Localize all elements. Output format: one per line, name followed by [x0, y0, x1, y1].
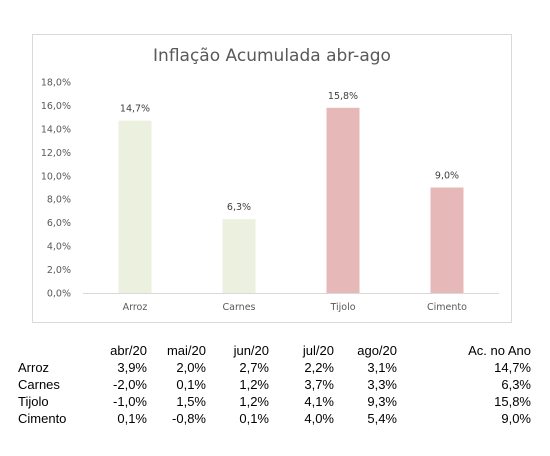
y-tick-label: 14,0% [41, 124, 71, 135]
table-cell: 2,2% [304, 360, 334, 375]
table-cell: 0,1% [239, 411, 269, 426]
table-cell: 1,2% [239, 377, 269, 392]
y-tick-label: 6,0% [47, 218, 71, 229]
table-column-header: mai/20 [166, 343, 206, 358]
chart-area: Inflação Acumulada abr-ago 0,0% 2,0% 4,0% 6… [32, 34, 512, 323]
table-cell: -1,0% [113, 394, 147, 409]
table-cell: 5,4% [367, 411, 397, 426]
data-label: 6,3% [227, 202, 251, 213]
bar-cimento [430, 187, 464, 293]
y-tick-label: 18,0% [41, 78, 71, 89]
table-cell: 1,2% [239, 394, 269, 409]
y-tick-label: 4,0% [47, 242, 71, 253]
table-row-label: Tijolo [18, 394, 49, 409]
table-cell: 0,1% [176, 377, 206, 392]
data-table: abr/20 mai/20 jun/20 jul/20 ago/20 Ac. no Ano… [0, 340, 550, 440]
y-tick-label: 2,0% [47, 265, 71, 276]
bar-carnes [222, 219, 256, 293]
y-tick-label: 10,0% [41, 171, 71, 182]
y-tick-label: 16,0% [41, 101, 71, 112]
table-cell: 14,7% [494, 360, 531, 375]
x-tick-label: Carnes [222, 302, 255, 313]
table-cell: 4,0% [304, 411, 334, 426]
table-column-header: abr/20 [110, 343, 147, 358]
table-cell: 3,1% [367, 360, 397, 375]
data-label: 9,0% [435, 171, 459, 182]
table-cell: 15,8% [494, 394, 531, 409]
table-cell: 3,7% [304, 377, 334, 392]
bar-tijolo [326, 107, 360, 294]
table-cell: -2,0% [113, 377, 147, 392]
table-cell: 2,7% [239, 360, 269, 375]
x-tick-label: Arroz [123, 302, 148, 313]
y-tick-label: 8,0% [47, 195, 71, 206]
table-cell: 1,5% [176, 394, 206, 409]
table-column-header: Ac. no Ano [468, 343, 531, 358]
x-tick-label: Cimento [427, 302, 467, 313]
table-cell: -0,8% [172, 411, 206, 426]
table-column-header: jun/20 [233, 343, 269, 358]
table-cell: 2,0% [176, 360, 206, 375]
bar-arroz [118, 120, 152, 293]
y-tick-label: 12,0% [41, 148, 71, 159]
table-column-header: jul/20 [302, 343, 334, 358]
chart-title: Inflação Acumulada abr-ago [153, 46, 391, 66]
table-row-label: Cimento [18, 411, 67, 426]
table-cell: 3,3% [367, 377, 397, 392]
table-cell: 6,3% [501, 377, 531, 392]
table-cell: 9,3% [367, 394, 397, 409]
plot-area: 0,0% 2,0% 4,0% 6,0% 8,0% 10,0% 12,0% 14,0% 16,0%… [41, 78, 499, 313]
data-label: 15,8% [328, 91, 358, 102]
table-row-label: Arroz [18, 360, 50, 375]
data-label: 14,7% [120, 104, 150, 115]
table-cell: 4,1% [304, 394, 334, 409]
table-cell: 3,9% [117, 360, 147, 375]
table-row-label: Carnes [18, 377, 60, 392]
table-cell: 0,1% [117, 411, 147, 426]
table-cell: 9,0% [501, 411, 531, 426]
y-tick-label: 0,0% [47, 289, 71, 300]
table-column-header: ago/20 [357, 343, 397, 358]
x-tick-label: Tijolo [329, 302, 355, 313]
